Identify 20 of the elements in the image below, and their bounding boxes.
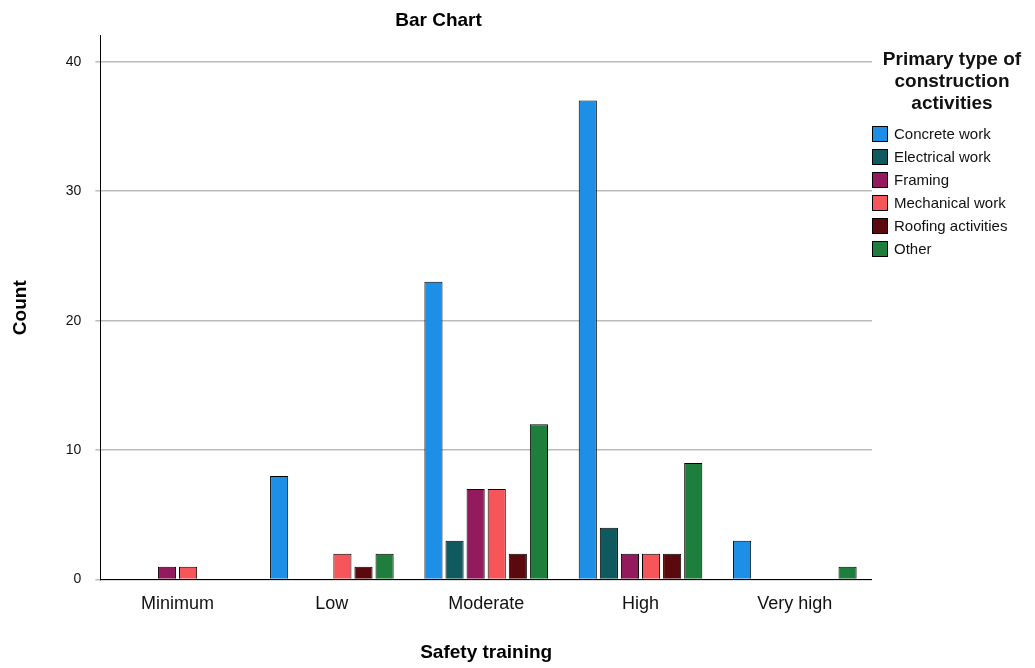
- x-tick-label: Very high: [757, 593, 833, 614]
- legend-label: Framing: [894, 171, 950, 188]
- legend-label: Electrical work: [894, 148, 991, 165]
- y-tick-label: 10: [65, 440, 82, 457]
- legend-label: Concrete work: [894, 125, 991, 142]
- y-tick-label: 0: [73, 570, 82, 587]
- legend-label: Mechanical work: [894, 194, 1006, 211]
- chart-title: Bar Chart: [395, 8, 483, 30]
- y-axis-title: Count: [8, 279, 30, 336]
- legend-label: Roofing activities: [894, 217, 1008, 234]
- x-tick-label: Low: [315, 593, 350, 614]
- legend-title: Primary type of construction activities: [881, 48, 1023, 114]
- y-tick-label: 40: [65, 52, 82, 69]
- legend-label: Other: [894, 240, 932, 257]
- x-axis-title: Safety training: [420, 640, 553, 662]
- x-tick-label: High: [622, 593, 660, 614]
- y-tick-label: 20: [65, 311, 82, 328]
- y-tick-label: 30: [65, 182, 82, 199]
- x-tick-label: Minimum: [141, 593, 215, 614]
- x-tick-label: Moderate: [448, 593, 525, 614]
